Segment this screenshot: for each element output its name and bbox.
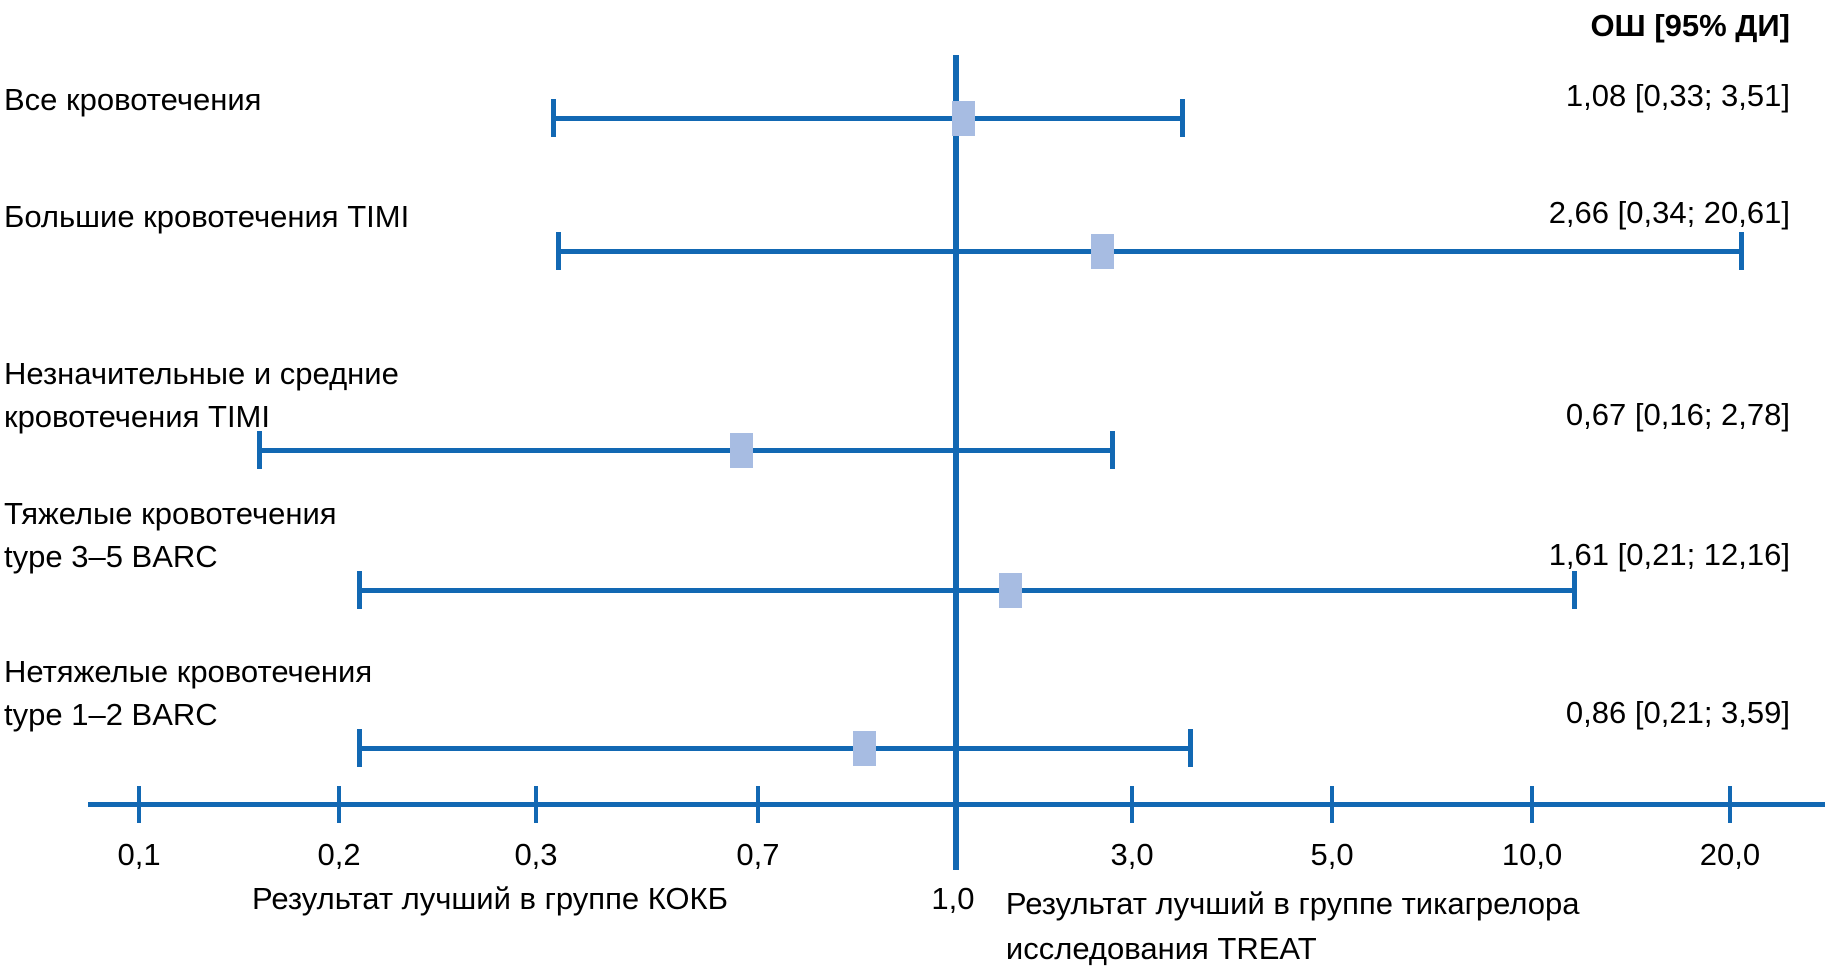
or-point-marker — [951, 101, 975, 136]
row-label-line: Незначительные и средние — [4, 356, 399, 391]
or-ci-value: 0,86 [0,21; 3,59] — [1565, 695, 1790, 730]
ci-bar — [558, 249, 1742, 254]
or-point-marker — [1091, 234, 1115, 269]
row-label-line: Нетяжелые кровотечения — [4, 654, 373, 689]
row-label-line: Тяжелые кровотечения — [4, 496, 337, 531]
ci-bar — [358, 588, 1575, 593]
ci-cap-high — [1571, 571, 1577, 609]
row-label-line: type 3–5 BARC — [4, 539, 218, 574]
ci-bar — [259, 448, 1113, 453]
row-label-line: кровотечения TIMI — [4, 399, 270, 434]
x-axis-tick-label: 20,0 — [1699, 837, 1761, 872]
x-axis-tick — [1330, 786, 1335, 823]
row-label: Большие кровотечения TIMI — [4, 195, 409, 238]
or-ci-value: 1,08 [0,33; 3,51] — [1565, 78, 1790, 113]
x-axis-tick-label: 3,0 — [1110, 837, 1154, 872]
x-axis-tick — [1727, 786, 1732, 823]
x-axis-tick — [137, 786, 142, 823]
ci-cap-low — [257, 431, 263, 469]
x-axis-tick-label: 5,0 — [1310, 837, 1354, 872]
x-axis-tick-label: 0,2 — [317, 837, 361, 872]
axis-caption-right: Результат лучший в группе тикагрелора ис… — [1006, 881, 1580, 971]
ci-cap-high — [1738, 232, 1744, 270]
or-point-marker — [852, 731, 876, 766]
axis-caption-left: Результат лучший в группе КОКБ — [252, 881, 728, 916]
row-label: Нетяжелые кровотечения type 1–2 BARC — [4, 650, 372, 736]
reference-tick-label: 1,0 — [931, 881, 975, 916]
x-axis-tick — [1130, 786, 1135, 823]
or-ci-value: 1,61 [0,21; 12,16] — [1548, 537, 1790, 572]
row-label-line: type 1–2 BARC — [4, 697, 218, 732]
x-axis-tick — [337, 786, 342, 823]
ci-cap-low — [356, 729, 362, 767]
or-column-header: ОШ [95% ДИ] — [1590, 8, 1790, 43]
x-axis-tick-label: 0,1 — [117, 837, 161, 872]
x-axis-tick-label: 0,7 — [736, 837, 780, 872]
ci-bar — [552, 116, 1184, 121]
ci-cap-low — [556, 232, 562, 270]
or-ci-value: 0,67 [0,16; 2,78] — [1565, 397, 1790, 432]
x-axis-line — [88, 802, 1825, 807]
row-label-line: Большие кровотечения TIMI — [4, 199, 410, 234]
ci-cap-high — [1188, 729, 1194, 767]
x-axis-tick — [534, 786, 538, 823]
x-axis-tick — [755, 786, 760, 823]
axis-caption-right-line1: Результат лучший в группе тикагрелора — [1005, 886, 1580, 921]
row-label: Все кровотечения — [4, 78, 261, 121]
row-label: Тяжелые кровотечения type 3–5 BARC — [4, 492, 337, 578]
row-label: Незначительные и средние кровотечения TIM… — [4, 352, 399, 438]
reference-line — [952, 55, 959, 870]
ci-cap-high — [1109, 431, 1115, 469]
x-axis-tick-label: 0,3 — [514, 837, 558, 872]
or-point-marker — [998, 573, 1022, 608]
axis-caption-right-line2: исследования TREAT — [1005, 931, 1317, 966]
or-point-marker — [730, 433, 754, 468]
ci-cap-low — [356, 571, 362, 609]
x-axis-tick — [1530, 786, 1535, 823]
row-label-line: Все кровотечения — [4, 82, 262, 117]
ci-cap-high — [1180, 99, 1186, 137]
ci-bar — [358, 746, 1192, 751]
ci-cap-low — [550, 99, 556, 137]
or-ci-value: 2,66 [0,34; 20,61] — [1548, 195, 1790, 230]
x-axis-tick-label: 10,0 — [1501, 837, 1563, 872]
